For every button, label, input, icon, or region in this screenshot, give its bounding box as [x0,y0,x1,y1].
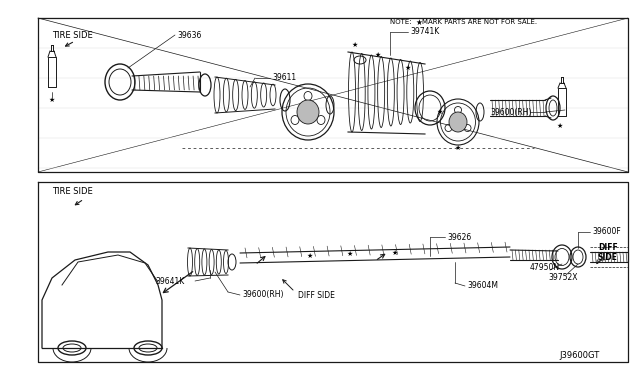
Text: 39604M: 39604M [467,282,498,291]
Text: ★: ★ [455,145,461,151]
Text: NOTE:: NOTE: [390,19,414,25]
Text: ★: ★ [375,52,381,58]
Text: ★: ★ [347,251,353,257]
Text: 39600(RH): 39600(RH) [490,108,532,116]
Text: ★: ★ [307,253,313,259]
Text: TIRE SIDE: TIRE SIDE [52,187,93,196]
Text: MARK PARTS ARE NOT FOR SALE.: MARK PARTS ARE NOT FOR SALE. [422,19,537,25]
Ellipse shape [297,100,319,124]
Text: ★: ★ [557,123,563,129]
Text: ★: ★ [352,42,358,48]
Text: 39636: 39636 [177,31,202,39]
Text: 47950N: 47950N [530,263,560,273]
Text: DIFF SIDE: DIFF SIDE [298,291,335,299]
Text: 39611: 39611 [272,74,296,83]
Text: ★: ★ [49,97,55,103]
Text: ★: ★ [392,250,398,256]
Text: ★: ★ [437,109,443,115]
Text: 39641K: 39641K [155,276,184,285]
Text: TIRE SIDE: TIRE SIDE [52,31,93,39]
Text: 39626: 39626 [447,232,471,241]
Text: 39752X: 39752X [548,273,577,282]
Text: ★: ★ [405,65,411,71]
Text: J39600GT: J39600GT [560,352,600,360]
Text: 39600F: 39600F [592,228,621,237]
Text: ★: ★ [416,17,423,26]
Text: 39600(RH): 39600(RH) [242,291,284,299]
Text: 39741K: 39741K [410,28,439,36]
Ellipse shape [449,112,467,132]
Text: SIDE: SIDE [598,253,618,263]
Text: DIFF: DIFF [598,244,618,253]
